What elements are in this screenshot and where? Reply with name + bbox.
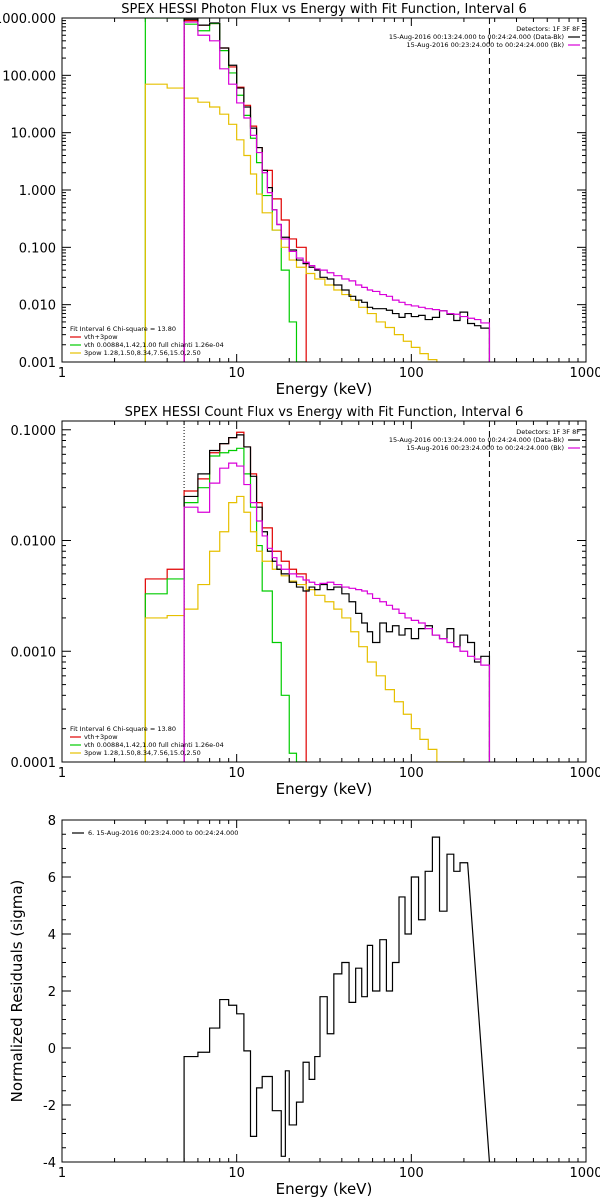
- legend-entry-text: 15-Aug-2016 00:13:24.000 to 00:24:24.000…: [389, 436, 564, 444]
- x-tick-label: 1000: [569, 766, 600, 781]
- plot-frame: [61, 17, 587, 363]
- series-line: [144, 447, 307, 762]
- y-tick-label: 100.000: [2, 69, 56, 84]
- x-tick-label: 100: [399, 366, 424, 381]
- y-tick-label: 0.0100: [11, 535, 57, 550]
- x-tick-label: 1000: [569, 1166, 600, 1181]
- y-tick-label: 8: [48, 814, 56, 829]
- x-tick-label: 1: [58, 366, 66, 381]
- chart-title: SPEX HESSI Photon Flux vs Energy with Fi…: [121, 2, 527, 17]
- fit-legend-entry: vth+3pow: [84, 733, 118, 741]
- series-line: [183, 21, 491, 362]
- legend-entry-text: 6. 15-Aug-2016 00:23:24.000 to 00:24:24.…: [88, 829, 238, 837]
- plot-frame: [61, 420, 587, 763]
- y-tick-label: 1000.000: [0, 12, 56, 27]
- y-tick-label: -4: [43, 1156, 56, 1171]
- x-axis-label: Energy (keV): [276, 380, 373, 398]
- y-tick-label: 1.000: [19, 184, 56, 199]
- fit-legend-header: Fit Interval 6 Chi-square = 13.80: [70, 725, 176, 733]
- series-line: [183, 434, 491, 762]
- series-line: [144, 431, 307, 762]
- x-tick-label: 10: [228, 1166, 245, 1181]
- y-tick-label: 0.0001: [11, 756, 57, 771]
- y-tick-label: 2: [48, 985, 56, 1000]
- data-series-group: [144, 18, 491, 362]
- y-tick-label: 0.1000: [11, 424, 57, 439]
- fit-legend-entry: 3pow 1.28,1.50,8.34,7.56,15.0,2.50: [84, 349, 201, 357]
- y-tick-label: 4: [48, 928, 56, 943]
- fit-legend-entry: vth 0.00884,1.42,1.00 full chianti 1.26e…: [84, 341, 224, 349]
- y-tick-label: 0.100: [19, 241, 56, 256]
- legend-entry-text: 15-Aug-2016 00:13:24.000 to 00:24:24.000…: [389, 33, 564, 41]
- y-tick-label: 0: [48, 1042, 56, 1057]
- series-line: [183, 462, 491, 762]
- series-line: [144, 83, 438, 362]
- y-tick-label: 6: [48, 871, 56, 886]
- y-tick-label: -2: [43, 1099, 56, 1114]
- x-axis-label: Energy (keV): [276, 1180, 373, 1198]
- chart-title: SPEX HESSI Count Flux vs Energy with Fit…: [125, 405, 524, 420]
- legend-header: Detectors: 1F 3F 8F: [516, 25, 580, 33]
- series-line: [183, 20, 307, 362]
- x-axis-label: Energy (keV): [276, 780, 373, 798]
- plot-frame: [61, 819, 587, 1163]
- series-line: [144, 495, 464, 762]
- fit-legend-entry: vth 0.00884,1.42,1.00 full chianti 1.26e…: [84, 741, 224, 749]
- fit-legend-header: Fit Interval 6 Chi-square = 13.80: [70, 325, 176, 333]
- series-line: [183, 836, 491, 1162]
- y-tick-label: 0.010: [19, 299, 56, 314]
- x-tick-label: 100: [399, 1166, 424, 1181]
- data-series-group: [183, 836, 491, 1162]
- x-tick-label: 100: [399, 766, 424, 781]
- legend-entry-text: 15-Aug-2016 00:23:24.000 to 00:24:24.000…: [407, 444, 564, 452]
- legend-entry-text: 15-Aug-2016 00:23:24.000 to 00:24:24.000…: [407, 41, 564, 49]
- data-series-group: [144, 431, 491, 762]
- x-tick-label: 1000: [569, 366, 600, 381]
- y-tick-label: 0.0010: [11, 645, 57, 660]
- fit-legend-entry: vth+3pow: [84, 333, 118, 341]
- x-tick-label: 1: [58, 766, 66, 781]
- x-tick-label: 10: [228, 766, 245, 781]
- photon-flux-panel: 1 10 100 1000 0.001 0.010 0.100 1.000 10.000 100.…: [0, 2, 600, 398]
- y-tick-label: 10.000: [11, 127, 57, 142]
- y-axis-label: Normalized Residuals (sigma): [8, 880, 26, 1103]
- x-tick-label: 1: [58, 1166, 66, 1181]
- residuals-panel: 1 10 100 1000 -4 -2 0 2 4 6 8 Energy (keV) Normalize…: [8, 814, 600, 1198]
- y-tick-label: 0.001: [19, 356, 56, 371]
- fit-legend-entry: 3pow 1.28,1.50,8.34,7.56,15.0,2.50: [84, 749, 201, 757]
- legend-header: Detectors: 1F 3F 8F: [516, 428, 580, 436]
- x-tick-label: 10: [228, 366, 245, 381]
- count-flux-panel: 1 10 100 1000 0.0001 0.0010 0.0100 0.1000 SPEX H…: [11, 405, 600, 798]
- series-line: [144, 18, 307, 362]
